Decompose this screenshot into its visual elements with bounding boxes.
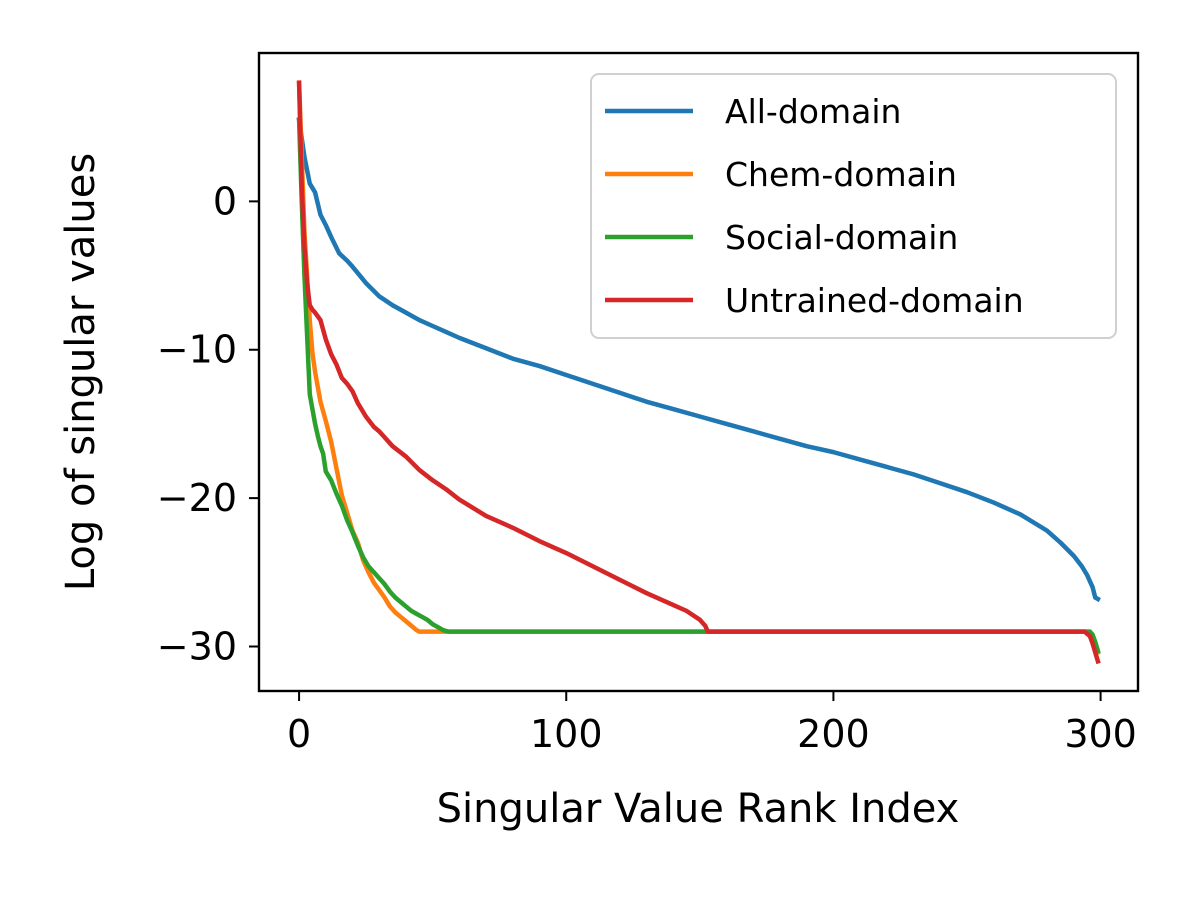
x-axis: 0 100 200 300	[287, 691, 1137, 756]
series-line-3	[296, 80, 1101, 665]
x-tick-label: 0	[287, 712, 311, 756]
y-tick-label: −20	[157, 476, 237, 520]
x-tick-label: 300	[1064, 712, 1137, 756]
y-axis: 0 −10 −20 −30	[157, 179, 259, 668]
y-tick-label: −30	[157, 624, 237, 668]
x-axis-title: Singular Value Rank Index	[437, 786, 960, 832]
series-line-0	[296, 117, 1101, 603]
y-axis-title: Log of singular values	[58, 153, 104, 591]
legend-label-1: Chem-domain	[725, 155, 957, 194]
legend-label-0: All-domain	[725, 92, 901, 131]
legend-label-3: Untrained-domain	[725, 281, 1024, 320]
legend-label-2: Social-domain	[725, 218, 958, 257]
y-tick-label: −10	[157, 328, 237, 372]
series-layer	[296, 80, 1101, 665]
x-tick-label: 100	[530, 712, 603, 756]
legend-frame	[590, 73, 1117, 339]
plot-frame	[257, 51, 1140, 693]
x-tick-label: 200	[797, 712, 870, 756]
y-tick-label: 0	[213, 179, 237, 223]
legend: All-domain Chem-domain Social-domain Untrai…	[590, 73, 1117, 339]
series-line-2	[296, 117, 1101, 654]
